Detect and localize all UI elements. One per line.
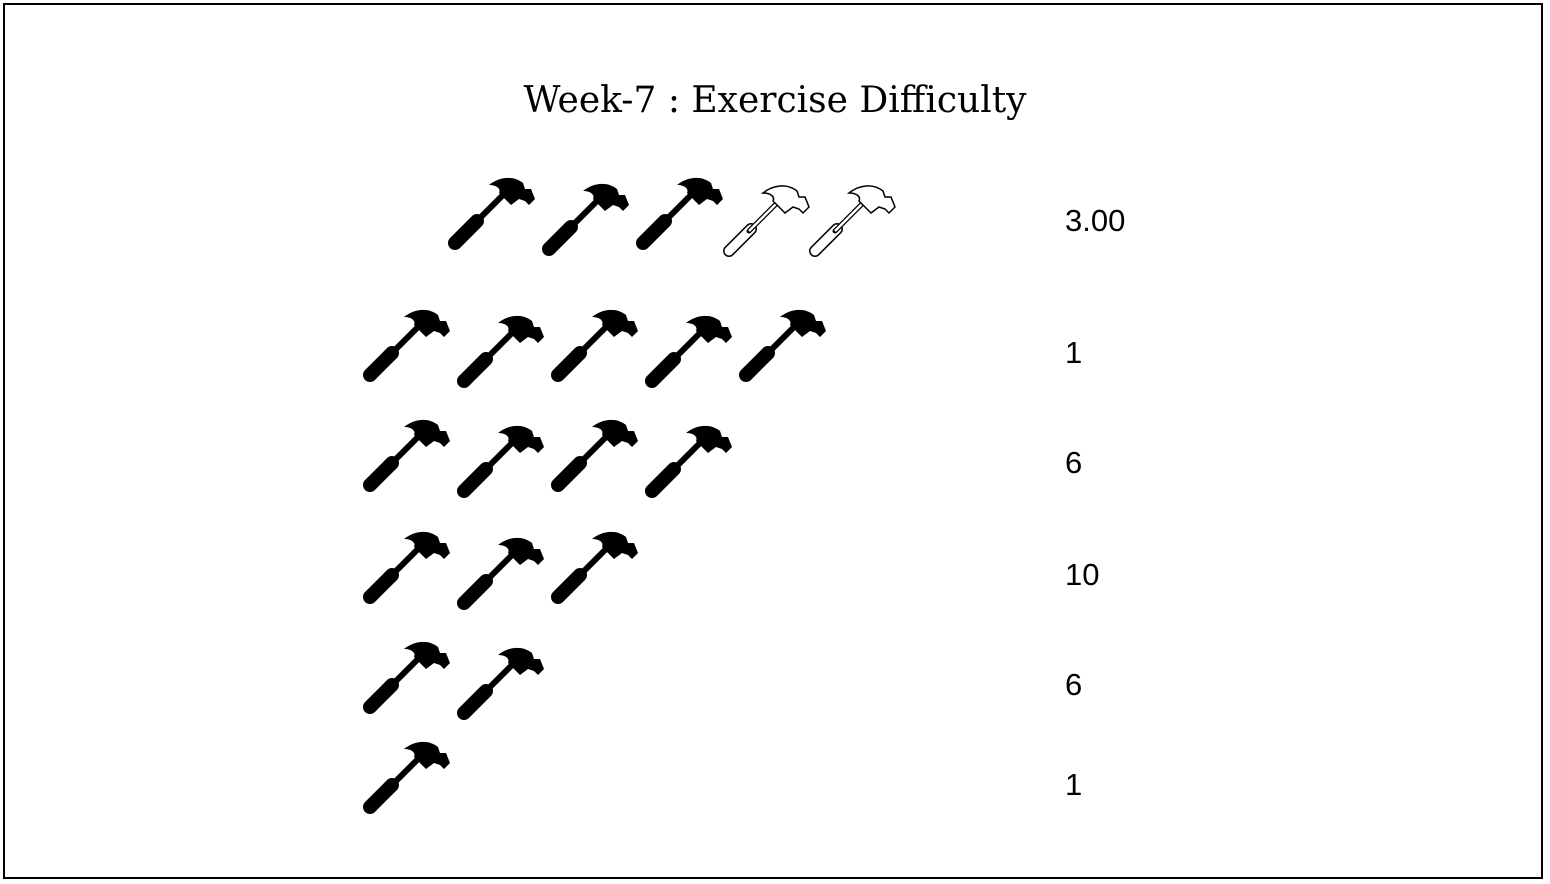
hammer-icon [363,309,450,382]
hammer-icon [363,641,450,714]
hammer-outline-icon [809,185,896,257]
pictograph-row: 1 [363,309,1082,388]
hammer-icon [363,531,450,604]
hammer-icon [551,531,638,604]
chart-title: Week-7 : Exercise Difficulty [523,80,1027,121]
pictograph-row: 1 [363,741,1082,814]
pictograph-row: 6 [363,419,1082,498]
row-value-label: 1 [1065,335,1082,370]
hammer-icon [457,425,544,498]
hammer-icon [636,177,723,250]
hammer-icon [739,309,826,382]
hammer-icon [645,315,732,388]
hammer-icon [363,419,450,492]
hammer-icon [457,315,544,388]
hammer-icon [551,419,638,492]
row-value-label: 6 [1065,667,1082,702]
row-value-label: 10 [1065,557,1099,592]
row-value-label: 3.00 [1065,203,1125,238]
pictograph-row: 6 [363,641,1082,720]
row-value-label: 6 [1065,445,1082,480]
hammer-icon [551,309,638,382]
hammer-icon [457,537,544,610]
hammer-icon [645,425,732,498]
row-value-label: 1 [1065,767,1082,802]
hammer-icon [542,183,629,256]
hammer-icon [457,647,544,720]
hammer-outline-icon [723,185,810,257]
pictograph-chart: 3.00 1 6 10 6 1 [363,177,1125,814]
pictograph-row: 3.00 [448,177,1125,257]
hammer-icon [448,177,535,250]
chart-frame: Week-7 : Exercise Difficulty 3.00 1 6 10 6 1 [3,3,1543,879]
pictograph-row: 10 [363,531,1099,610]
hammer-icon [363,741,450,814]
